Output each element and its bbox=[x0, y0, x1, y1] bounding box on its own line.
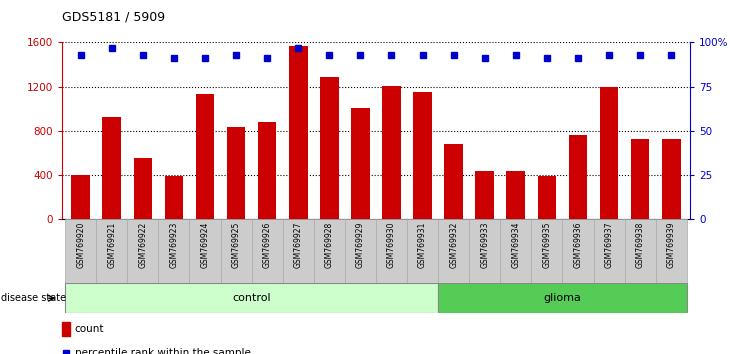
Text: GSM769927: GSM769927 bbox=[293, 221, 303, 268]
Text: GSM769930: GSM769930 bbox=[387, 221, 396, 268]
FancyBboxPatch shape bbox=[656, 219, 687, 283]
Text: GSM769931: GSM769931 bbox=[418, 221, 427, 268]
Bar bbox=[164, 176, 183, 219]
Text: GSM769926: GSM769926 bbox=[263, 221, 272, 268]
FancyBboxPatch shape bbox=[65, 219, 96, 283]
Text: GSM769923: GSM769923 bbox=[169, 221, 178, 268]
FancyBboxPatch shape bbox=[252, 219, 283, 283]
Text: GSM769924: GSM769924 bbox=[201, 221, 210, 268]
Bar bbox=[631, 139, 650, 219]
Text: GSM769936: GSM769936 bbox=[574, 221, 583, 268]
Text: GSM769935: GSM769935 bbox=[542, 221, 551, 268]
Bar bbox=[65, 283, 438, 313]
Bar bbox=[569, 135, 588, 219]
FancyBboxPatch shape bbox=[438, 219, 469, 283]
Bar bbox=[413, 92, 432, 219]
Bar bbox=[351, 108, 369, 219]
Text: GSM769925: GSM769925 bbox=[231, 221, 241, 268]
Text: GDS5181 / 5909: GDS5181 / 5909 bbox=[62, 11, 165, 24]
FancyBboxPatch shape bbox=[531, 219, 562, 283]
FancyBboxPatch shape bbox=[127, 219, 158, 283]
Bar bbox=[662, 139, 680, 219]
Text: GSM769921: GSM769921 bbox=[107, 221, 116, 268]
FancyBboxPatch shape bbox=[469, 219, 500, 283]
FancyBboxPatch shape bbox=[345, 219, 376, 283]
FancyBboxPatch shape bbox=[407, 219, 438, 283]
Text: GSM769939: GSM769939 bbox=[666, 221, 676, 268]
Text: GSM769932: GSM769932 bbox=[449, 221, 458, 268]
FancyBboxPatch shape bbox=[220, 219, 252, 283]
Text: GSM769938: GSM769938 bbox=[636, 221, 645, 268]
Text: GSM769929: GSM769929 bbox=[356, 221, 365, 268]
Text: GSM769937: GSM769937 bbox=[604, 221, 613, 268]
Text: count: count bbox=[74, 324, 104, 334]
Bar bbox=[537, 176, 556, 219]
Text: percentile rank within the sample: percentile rank within the sample bbox=[74, 348, 250, 354]
Text: control: control bbox=[232, 293, 271, 303]
Text: GSM769920: GSM769920 bbox=[76, 221, 85, 268]
Text: glioma: glioma bbox=[544, 293, 581, 303]
FancyBboxPatch shape bbox=[593, 219, 625, 283]
FancyBboxPatch shape bbox=[190, 219, 220, 283]
Bar bbox=[102, 116, 121, 219]
Text: GSM769934: GSM769934 bbox=[511, 221, 520, 268]
Bar bbox=[475, 171, 494, 219]
Text: disease state: disease state bbox=[1, 293, 66, 303]
FancyBboxPatch shape bbox=[283, 219, 314, 283]
Bar bbox=[62, 322, 70, 336]
Bar bbox=[320, 77, 339, 219]
FancyBboxPatch shape bbox=[500, 219, 531, 283]
Bar bbox=[383, 86, 401, 219]
Bar bbox=[438, 283, 687, 313]
FancyBboxPatch shape bbox=[314, 219, 345, 283]
FancyBboxPatch shape bbox=[158, 219, 190, 283]
Bar bbox=[72, 175, 90, 219]
Text: GSM769928: GSM769928 bbox=[325, 221, 334, 268]
Bar bbox=[227, 127, 245, 219]
Bar bbox=[258, 122, 277, 219]
Text: GSM769933: GSM769933 bbox=[480, 221, 489, 268]
FancyBboxPatch shape bbox=[562, 219, 593, 283]
Bar bbox=[196, 95, 215, 219]
Bar bbox=[289, 46, 307, 219]
FancyBboxPatch shape bbox=[625, 219, 656, 283]
Text: GSM769922: GSM769922 bbox=[139, 221, 147, 268]
FancyBboxPatch shape bbox=[96, 219, 127, 283]
Bar bbox=[134, 158, 152, 219]
FancyBboxPatch shape bbox=[376, 219, 407, 283]
Bar bbox=[507, 171, 525, 219]
Bar bbox=[445, 144, 463, 219]
Bar bbox=[600, 87, 618, 219]
